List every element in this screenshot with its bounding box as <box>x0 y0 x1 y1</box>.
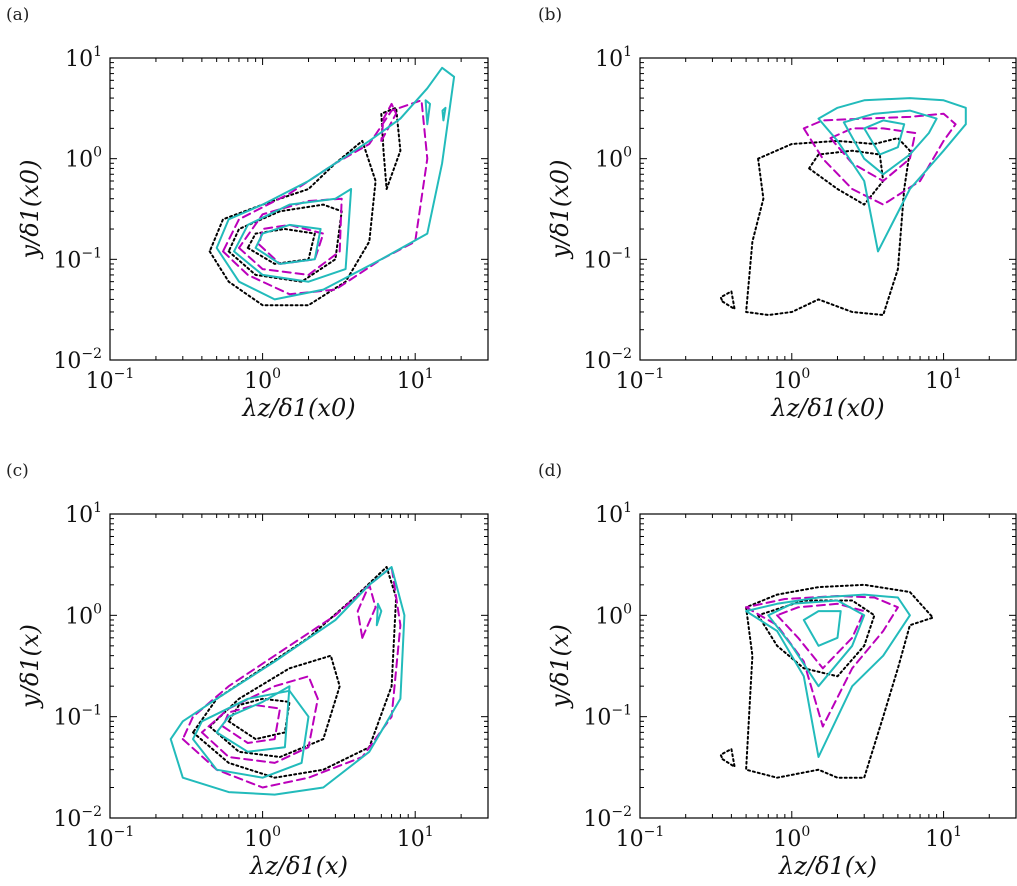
contour-line-solid <box>441 106 447 122</box>
contour-line-dashed <box>222 704 281 744</box>
y-axis-label: y/δ1(x) <box>546 624 574 709</box>
contour-line-dashed <box>829 127 917 182</box>
panel-c: (c)10−1 100 10110−210−1100101λz/δ1(x)y/δ1(… <box>6 461 489 880</box>
x-axis-label: λz/δ1(x) <box>249 852 348 880</box>
panel-label: (d) <box>538 461 562 481</box>
series-dotted <box>192 566 398 779</box>
y-tick-label: 10−1 <box>583 245 632 273</box>
contour-line-solid <box>863 119 906 156</box>
x-tick-label: 10−1 <box>616 824 665 852</box>
contour-line-dotted <box>719 748 736 768</box>
plot-frame <box>109 57 489 361</box>
x-tick-label: 10−1 <box>86 824 135 852</box>
plot-frame <box>109 513 489 819</box>
panel-d: (d)10−1 100 10110−210−1100101λz/δ1(x)y/δ1(… <box>538 461 1017 880</box>
panel-label: (c) <box>6 461 29 481</box>
contour-line-solid <box>842 109 938 176</box>
y-axis-label: y/δ1(x0) <box>16 160 44 260</box>
ticks <box>109 513 489 819</box>
series-dotted <box>208 106 402 307</box>
x-tick-label: 101 <box>397 824 434 852</box>
x-tick-label: 100 <box>244 366 281 394</box>
panel-b: (b)10−1 100 10110−210−1100101λz/δ1(x0)y/δ1… <box>538 5 1017 422</box>
series-solid <box>817 97 967 253</box>
contour-line-dotted <box>246 228 316 265</box>
series-dotted <box>719 583 934 779</box>
contour-line-dashed <box>776 602 866 670</box>
contour-line-solid <box>424 99 431 126</box>
contour-line-solid <box>375 602 383 627</box>
ticks <box>639 513 1017 819</box>
contour-line-solid <box>215 66 456 301</box>
contour-line-dashed <box>380 102 398 142</box>
ticks <box>109 57 489 361</box>
series-dotted <box>719 137 911 316</box>
contour-line-solid <box>169 566 406 796</box>
contour-line-solid <box>254 223 322 265</box>
x-tick-label: 101 <box>925 824 962 852</box>
y-tick-label: 100 <box>65 601 102 629</box>
y-tick-label: 101 <box>65 44 102 72</box>
y-tick-label: 101 <box>65 500 102 528</box>
x-tick-label: 10−1 <box>616 366 665 394</box>
contour-line-dotted <box>745 583 934 779</box>
contour-line-dotted <box>380 106 402 190</box>
contour-line-dotted <box>719 290 736 311</box>
panel-a: (a)10−1 100 10110−210−1100101λz/δ1(x0)y/δ1… <box>6 5 489 422</box>
series-solid <box>745 593 911 758</box>
y-tick-label: 10−1 <box>53 245 102 273</box>
y-tick-label: 101 <box>595 44 632 72</box>
plot-frame <box>639 57 1017 361</box>
contour-line-solid <box>745 593 911 758</box>
x-tick-label: 10−1 <box>86 366 135 394</box>
y-tick-label: 100 <box>595 601 632 629</box>
x-axis-label: λz/δ1(x) <box>778 852 877 880</box>
contour-line-solid <box>192 689 310 779</box>
y-tick-label: 10−1 <box>583 703 632 731</box>
contour-line-dashed <box>222 99 429 296</box>
y-axis-label: y/δ1(x) <box>16 624 44 709</box>
contour-line-dashed <box>181 566 402 789</box>
y-tick-label: 10−2 <box>53 346 102 374</box>
y-tick-label: 10−1 <box>53 703 102 731</box>
series-dashed <box>181 566 402 789</box>
contour-line-solid <box>767 599 866 688</box>
plot-frame <box>639 513 1017 819</box>
y-tick-label: 100 <box>595 145 632 173</box>
x-tick-label: 101 <box>925 366 962 394</box>
contour-line-dotted <box>227 697 291 741</box>
x-tick-label: 101 <box>397 366 434 394</box>
panel-label: (b) <box>538 5 562 25</box>
x-tick-label: 100 <box>773 366 810 394</box>
contour-line-dotted <box>208 654 341 758</box>
panel-label: (a) <box>6 5 29 25</box>
contour-line-solid <box>233 188 353 283</box>
ticks <box>639 57 1017 361</box>
series-solid <box>169 566 406 796</box>
x-axis-label: λz/δ1(x0) <box>241 394 355 422</box>
y-tick-label: 101 <box>595 500 632 528</box>
series-solid <box>215 66 456 301</box>
contour-line-solid <box>802 610 842 647</box>
x-tick-label: 100 <box>244 824 281 852</box>
y-tick-label: 10−2 <box>53 804 102 832</box>
x-tick-label: 100 <box>773 824 810 852</box>
y-tick-label: 10−2 <box>583 804 632 832</box>
x-axis-label: λz/δ1(x0) <box>770 394 884 422</box>
y-tick-label: 100 <box>65 145 102 173</box>
contour-line-dotted <box>808 149 885 206</box>
contour-line-dotted <box>745 137 911 316</box>
contour-line-solid <box>817 97 967 253</box>
contour-line-dotted <box>192 566 398 779</box>
contour-line-dashed <box>238 197 343 276</box>
y-tick-label: 10−2 <box>583 346 632 374</box>
y-axis-label: y/δ1(x0) <box>546 160 574 260</box>
contour-line-dotted <box>757 599 876 678</box>
contour-line-solid <box>215 685 291 753</box>
